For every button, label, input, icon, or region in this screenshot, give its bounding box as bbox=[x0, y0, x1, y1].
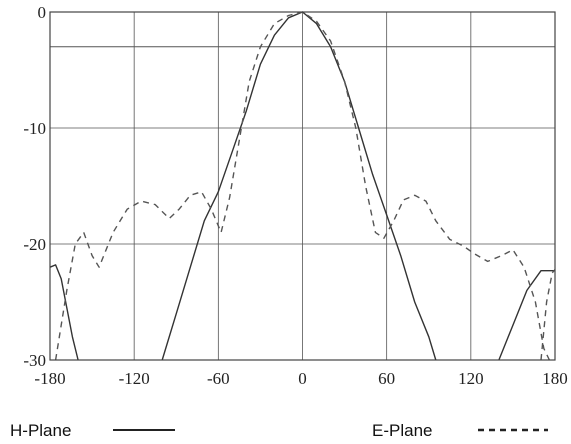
series-h-plane-line bbox=[49, 264, 79, 361]
y-tick-label: -10 bbox=[23, 119, 46, 138]
x-tick-label: -60 bbox=[207, 369, 230, 388]
legend: H-Plane E-Plane bbox=[10, 421, 548, 440]
legend-h-plane-label: H-Plane bbox=[10, 421, 71, 440]
x-tick-label: 60 bbox=[378, 369, 395, 388]
x-tick-label: 120 bbox=[458, 369, 484, 388]
series-h-plane-line bbox=[498, 270, 555, 361]
plot-frame bbox=[49, 11, 556, 361]
y-tick-label: -30 bbox=[23, 351, 46, 370]
x-tick-label: -180 bbox=[34, 369, 65, 388]
x-tick-label: 180 bbox=[542, 369, 568, 388]
series-e-plane-line bbox=[54, 11, 551, 361]
x-tick-label: 0 bbox=[298, 369, 307, 388]
x-tick-label: -120 bbox=[119, 369, 150, 388]
tick-labels: -180 -120 -60 0 60 120 180 0 -10 -20 -30 bbox=[23, 3, 567, 388]
y-tick-label: 0 bbox=[38, 3, 47, 22]
legend-e-plane-label: E-Plane bbox=[372, 421, 432, 440]
series-e-plane-line bbox=[540, 269, 556, 361]
y-tick-label: -20 bbox=[23, 235, 46, 254]
